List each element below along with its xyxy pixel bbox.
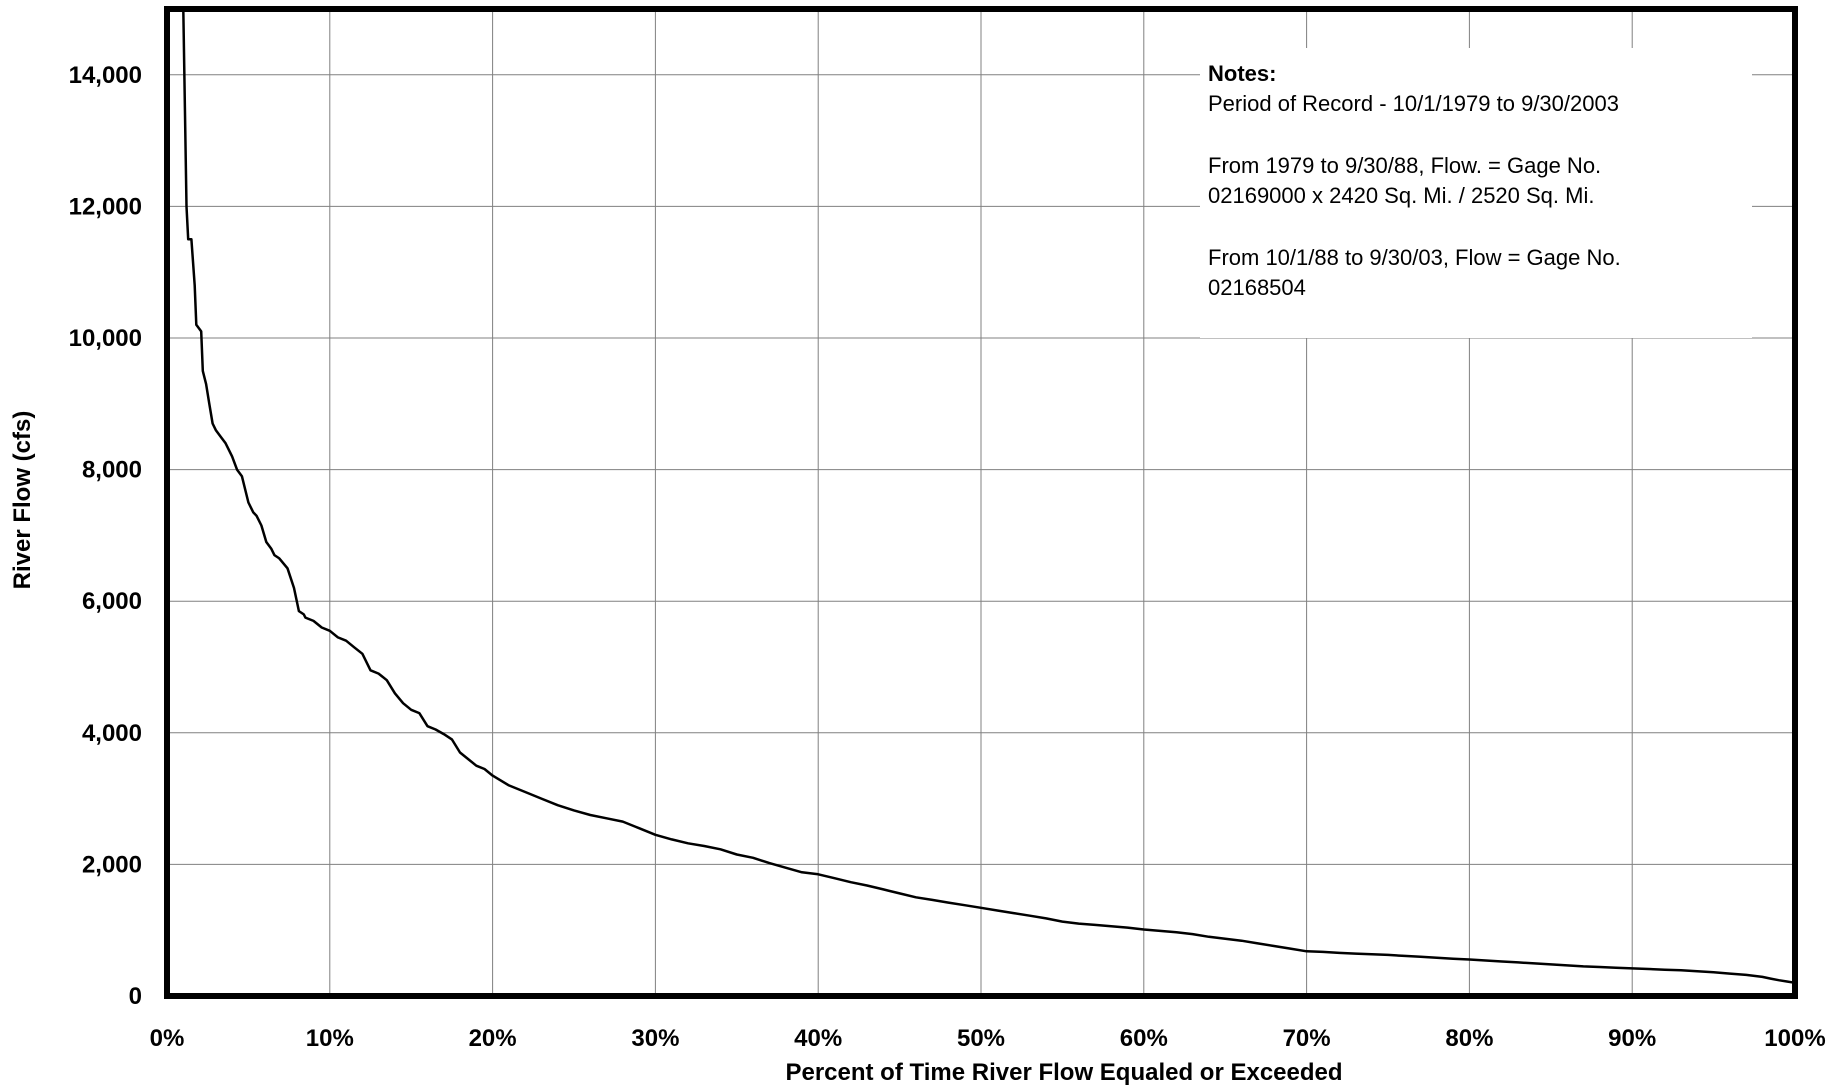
y-tick-label: 6,000	[82, 588, 142, 615]
x-tick-label: 0%	[150, 1025, 185, 1052]
notes-annotation: Notes: Period of Record - 10/1/1979 to 9…	[1200, 48, 1752, 338]
x-tick-label: 20%	[469, 1025, 517, 1052]
notes-line-1: Period of Record - 10/1/1979 to 9/30/200…	[1208, 91, 1619, 116]
x-tick-label: 90%	[1608, 1025, 1656, 1052]
y-tick-label: 4,000	[82, 720, 142, 747]
y-tick-label: 12,000	[69, 193, 142, 220]
notes-line-4: 02169000 x 2420 Sq. Mi. / 2520 Sq. Mi.	[1208, 183, 1594, 208]
plot-area-frame	[164, 6, 1798, 999]
y-tick-label: 8,000	[82, 457, 142, 484]
series-layer	[182, 8, 1796, 985]
y-tick-label: 14,000	[69, 62, 142, 89]
x-tick-label: 10%	[306, 1025, 354, 1052]
x-tick-label: 40%	[794, 1025, 842, 1052]
y-tick-label: 10,000	[69, 325, 142, 352]
notes-line-7: 02168504	[1208, 275, 1306, 300]
notes-heading: Notes:	[1208, 61, 1276, 86]
x-tick-label: 100%	[1764, 1025, 1825, 1052]
x-tick-label: 50%	[957, 1025, 1005, 1052]
y-tick-label: 0	[129, 983, 142, 1010]
notes-background	[1200, 48, 1752, 338]
notes-line-6: From 10/1/88 to 9/30/03, Flow = Gage No.	[1208, 245, 1621, 270]
x-tick-label: 80%	[1445, 1025, 1493, 1052]
flow-duration-series-line	[182, 8, 1796, 985]
x-tick-label: 70%	[1283, 1025, 1331, 1052]
notes-line-3: From 1979 to 9/30/88, Flow. = Gage No.	[1208, 153, 1601, 178]
x-tick-label: 30%	[631, 1025, 679, 1052]
x-tick-label: 60%	[1120, 1025, 1168, 1052]
x-axis-label: Percent of Time River Flow Equaled or Ex…	[785, 1059, 1342, 1086]
y-axis-label: River Flow (cfs)	[9, 411, 36, 590]
axis-tick-labels: 0% 10% 20% 30% 40% 50% 60% 70% 80% 90% 100% 0 2,000 4…	[69, 62, 1826, 1052]
y-tick-label: 2,000	[82, 851, 142, 878]
